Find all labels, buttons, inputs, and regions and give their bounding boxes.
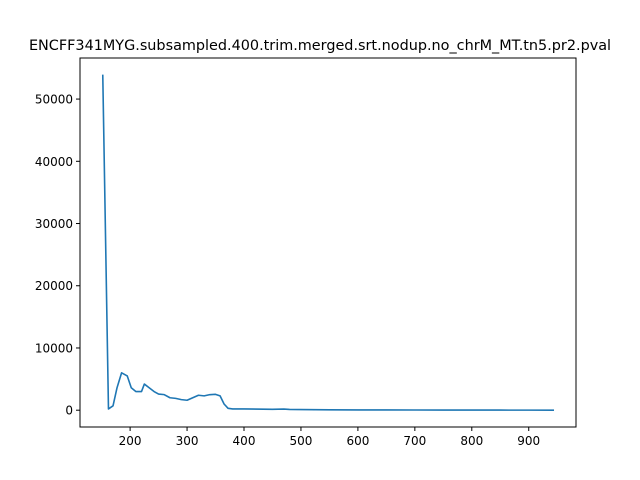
y-tick-label: 40000 [35, 155, 73, 169]
y-tick-label: 20000 [35, 279, 73, 293]
y-tick-label: 50000 [35, 93, 73, 107]
chart-title: ENCFF341MYG.subsampled.400.trim.merged.s… [29, 38, 611, 54]
x-tick-label: 700 [403, 434, 426, 448]
x-tick-label: 900 [517, 434, 540, 448]
series-line-0 [101, 74, 555, 411]
y-tick-label: 30000 [35, 217, 73, 231]
x-tick-label: 600 [346, 434, 369, 448]
y-tick-label: 10000 [35, 341, 73, 355]
x-tick-label: 800 [460, 434, 483, 448]
x-tick-label: 300 [176, 434, 199, 448]
x-tick-label: 500 [289, 434, 312, 448]
axes-frame [79, 57, 577, 428]
x-tick-label: 200 [119, 434, 142, 448]
x-tick-label: 400 [233, 434, 256, 448]
plot-area: 200 300 400 500 600 700 800 900 0 10000 20000 30000… [35, 57, 577, 448]
y-tick-label: 0 [65, 404, 73, 418]
